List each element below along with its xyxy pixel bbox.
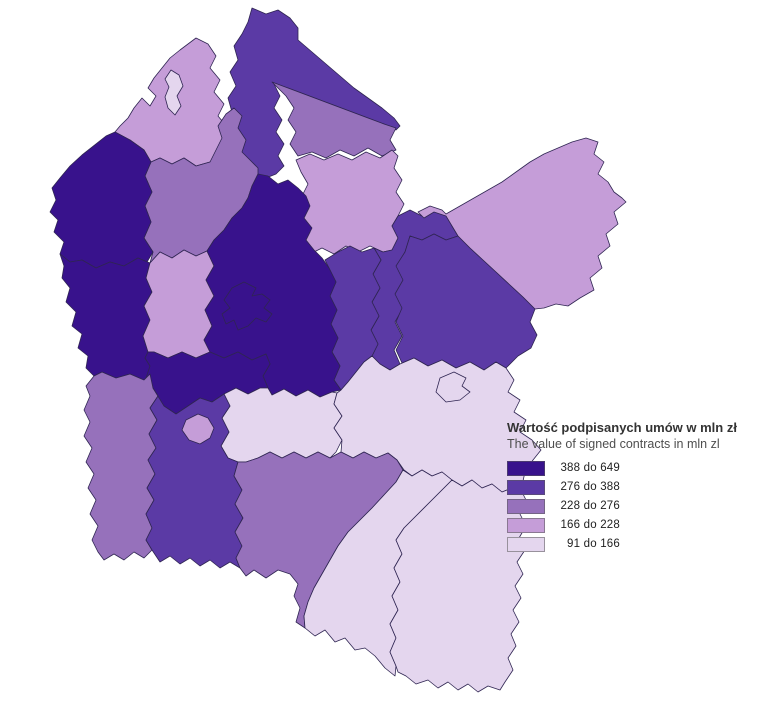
region-debicki (59, 253, 153, 381)
region-ropczycko-sedziszowski (142, 249, 215, 359)
region-lezajski (295, 149, 405, 255)
region-przemysl-city (435, 371, 471, 403)
legend-rows: 388 do 649 276 do 388 228 do 276 166 do … (507, 460, 769, 552)
region-brzozowski (220, 387, 343, 463)
legend-color-swatch (507, 536, 545, 552)
legend-row: 228 do 276 (507, 498, 769, 514)
region-jasielski (83, 371, 159, 561)
legend-color-swatch (507, 460, 545, 476)
region-tarnobrzeg-city (164, 69, 184, 116)
legend-color-swatch (507, 517, 545, 533)
legend-class-label: 166 do 228 (560, 519, 620, 531)
legend-row: 91 do 166 (507, 536, 769, 552)
legend-subtitle: The value of signed contracts in mln zl (507, 437, 720, 451)
legend-row: 388 do 649 (507, 460, 769, 476)
region-lubaczowski (417, 137, 627, 310)
legend-row: 166 do 228 (507, 517, 769, 533)
region-mielecki (49, 131, 154, 269)
legend-class-label: 388 do 649 (560, 462, 620, 474)
region-krosnienski (145, 387, 244, 569)
map-regions-layer (49, 7, 627, 693)
legend-row: 276 do 388 (507, 479, 769, 495)
legend-class-label: 228 do 276 (560, 500, 620, 512)
legend-color-swatch (507, 498, 545, 514)
map-legend: Wartość podpisanych umów w mln zł The va… (507, 420, 769, 555)
region-krosno-city (181, 413, 215, 445)
legend-class-label: 276 do 388 (560, 481, 620, 493)
region-nizanski (271, 81, 397, 159)
legend-class-label: 91 do 166 (567, 538, 620, 550)
legend-color-swatch (507, 479, 545, 495)
legend-title: Wartość podpisanych umów w mln zł (507, 420, 737, 435)
region-rzeszow-city (221, 281, 273, 331)
